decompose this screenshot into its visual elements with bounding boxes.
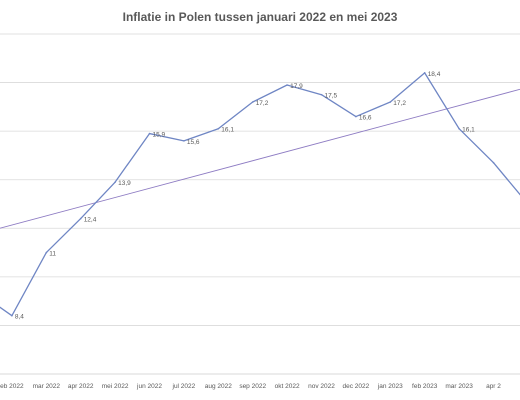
trendline bbox=[0, 88, 520, 229]
data-point bbox=[11, 314, 13, 317]
data-point bbox=[320, 93, 323, 96]
data-label: 16,1 bbox=[221, 127, 234, 134]
data-point bbox=[423, 72, 426, 74]
data-label: 17,2 bbox=[256, 100, 269, 107]
data-label: 8,4 bbox=[15, 314, 24, 321]
x-tick-label: apr 2 bbox=[486, 383, 501, 390]
data-point bbox=[183, 140, 185, 142]
x-tick-label: dec 2022 bbox=[343, 383, 370, 390]
x-tick-label: mar 2023 bbox=[445, 383, 473, 390]
data-label: 17,2 bbox=[393, 100, 406, 107]
data-point bbox=[217, 127, 220, 130]
data-point bbox=[251, 101, 254, 103]
data-point bbox=[114, 181, 116, 183]
data-point bbox=[389, 101, 392, 103]
x-tick-label: mar 2022 bbox=[33, 383, 61, 390]
data-label: 16,6 bbox=[359, 115, 372, 122]
data-label: 17,5 bbox=[325, 93, 338, 100]
x-tick-label: sep 2022 bbox=[239, 383, 266, 390]
data-point bbox=[458, 127, 460, 130]
data-point bbox=[355, 115, 357, 118]
data-point bbox=[79, 217, 82, 220]
data-label: 15,9 bbox=[153, 132, 166, 139]
data-label: 13,9 bbox=[118, 180, 131, 187]
x-tick-label: okt 2022 bbox=[275, 383, 300, 390]
data-label: 12,4 bbox=[84, 217, 97, 224]
data-label: 11 bbox=[49, 251, 56, 258]
x-tick-label: apr 2022 bbox=[68, 383, 94, 390]
data-label: 18,4 bbox=[428, 71, 441, 78]
x-tick-label: jun 2022 bbox=[136, 383, 162, 390]
data-label: 15,6 bbox=[187, 139, 200, 146]
x-tick-label: aug 2022 bbox=[205, 383, 232, 390]
chart-title: Inflatie in Polen tussen januari 2022 en… bbox=[122, 10, 398, 24]
data-label: 17,9 bbox=[290, 83, 303, 90]
data-point bbox=[492, 161, 495, 164]
x-tick-label: jul 2022 bbox=[172, 383, 196, 390]
data-point bbox=[148, 132, 151, 135]
data-point bbox=[45, 251, 48, 254]
series-line bbox=[0, 72, 520, 317]
x-tick-label: jan 2023 bbox=[377, 383, 403, 390]
data-point bbox=[286, 84, 288, 86]
x-tick-label: eb 2022 bbox=[0, 383, 24, 390]
x-tick-label: nov 2022 bbox=[308, 383, 335, 390]
x-tick-label: feb 2023 bbox=[412, 383, 438, 390]
x-tick-label: mei 2022 bbox=[102, 383, 129, 390]
data-label: 16,1 bbox=[462, 127, 475, 134]
